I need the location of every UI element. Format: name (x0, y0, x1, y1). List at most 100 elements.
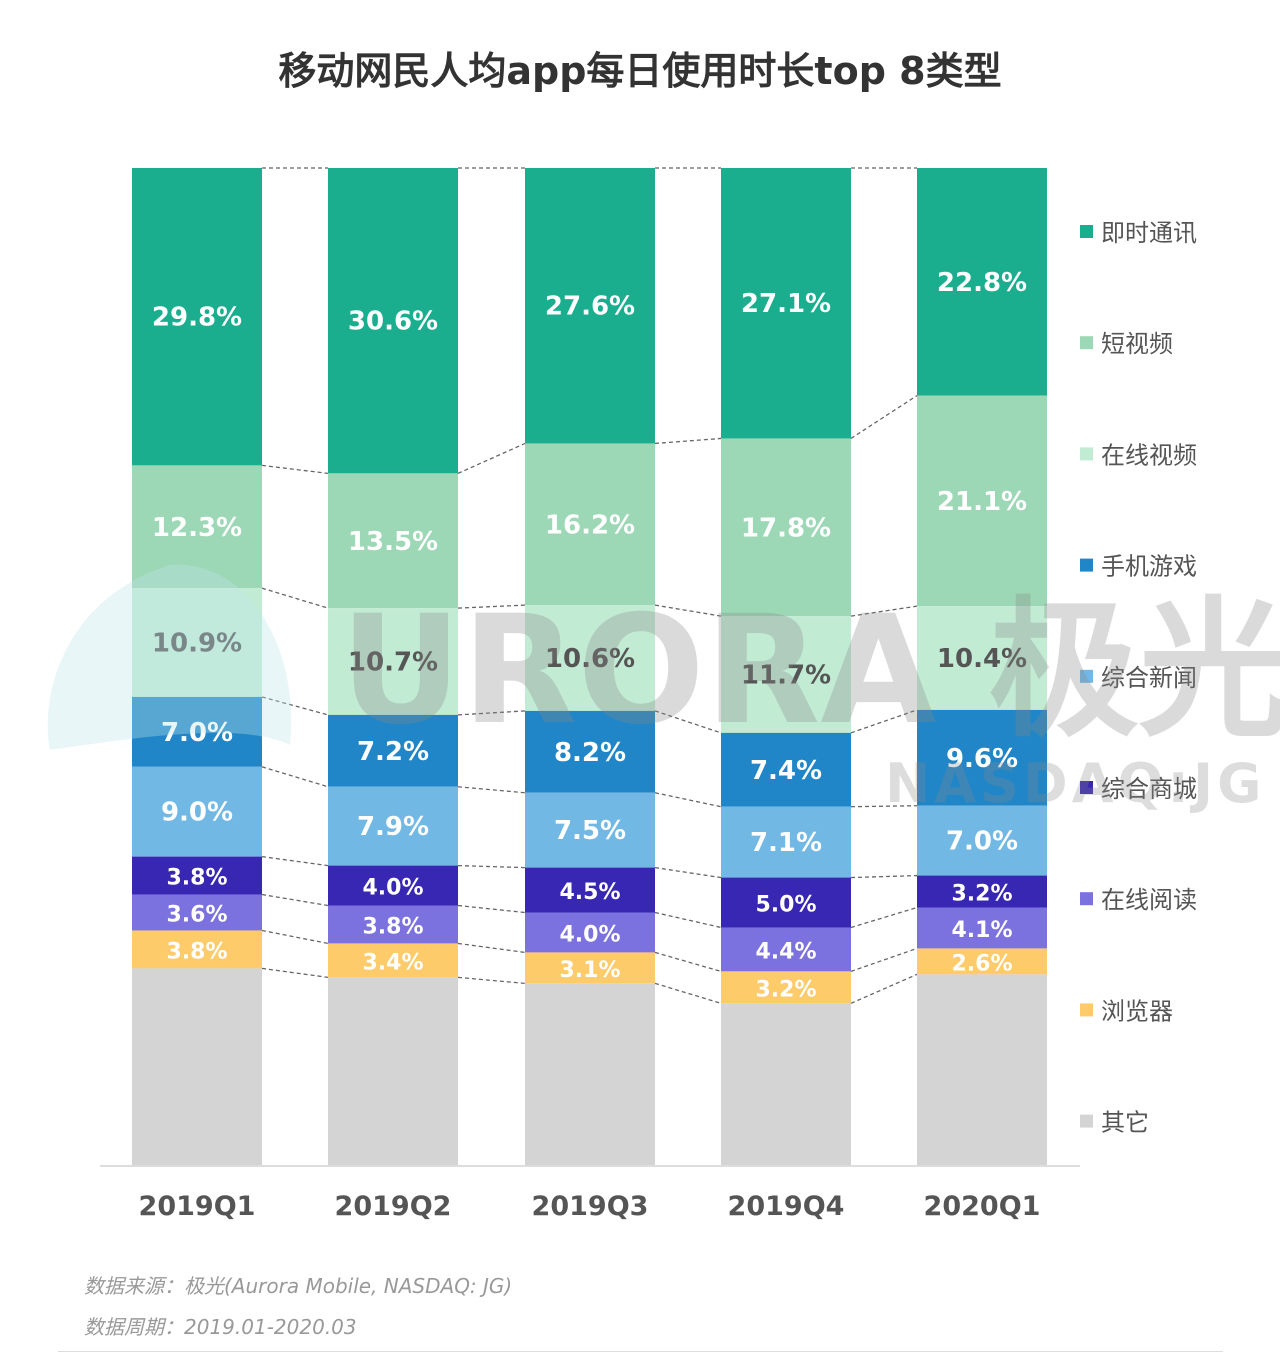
x-tick-label: 2019Q3 (532, 1191, 649, 1222)
bar-segment (132, 766, 262, 857)
data-period: 数据周期：2019.01-2020.03 (84, 1315, 357, 1339)
x-tick-label: 2019Q2 (335, 1191, 452, 1222)
bar-segment (328, 943, 458, 978)
connector-line (654, 951, 722, 973)
footer-divider (58, 1351, 1223, 1352)
data-label: 27.1% (741, 289, 831, 319)
connector-line (654, 437, 722, 445)
connector-line (457, 864, 526, 869)
legend-swatch (1080, 447, 1093, 461)
data-label: 10.9% (152, 629, 242, 659)
data-label: 12.3% (152, 513, 242, 543)
bar-segment (721, 168, 851, 439)
connector-line (654, 710, 722, 734)
connector-line (850, 874, 918, 879)
connector-line (457, 442, 526, 474)
watermark-logo-shape (47, 564, 292, 750)
data-label: 7.4% (750, 756, 822, 786)
legend-label: 短视频 (1101, 330, 1173, 358)
data-label: 3.1% (559, 958, 620, 983)
bar-segment (525, 912, 655, 953)
connector-line (261, 464, 329, 475)
bar-segment (917, 168, 1047, 396)
connector-line (261, 929, 329, 945)
x-tick-label: 2020Q1 (924, 1191, 1041, 1222)
legend-swatch (1080, 669, 1093, 683)
bar-segment (328, 473, 458, 609)
bar-segment (328, 905, 458, 944)
connector-line (850, 947, 918, 973)
bar-segment (721, 438, 851, 617)
legend-swatch (1080, 1003, 1093, 1017)
bar-segment (525, 605, 655, 711)
data-label: 10.4% (937, 644, 1027, 674)
bar-segment (525, 867, 655, 913)
data-label: 8.2% (554, 738, 626, 768)
data-label: 9.0% (161, 798, 233, 828)
connector-line (850, 709, 918, 734)
data-label: 16.2% (545, 510, 635, 540)
bar-segment (132, 696, 262, 767)
bar-segment (328, 714, 458, 787)
data-label: 29.8% (152, 303, 242, 333)
data-label: 4.0% (362, 876, 423, 901)
connector-line (261, 855, 329, 867)
bar-segment (721, 971, 851, 1004)
legend-label: 在线视频 (1101, 441, 1197, 469)
bar-segment (721, 927, 851, 972)
data-label: 7.0% (161, 718, 233, 748)
bar-segment (917, 805, 1047, 876)
bar-segment (917, 606, 1047, 710)
data-label: 7.9% (357, 812, 429, 842)
bar-segment (132, 968, 262, 1166)
data-source: 数据来源：极光(Aurora Mobile, NASDAQ: JG) (84, 1274, 513, 1298)
legend-swatch (1080, 892, 1093, 906)
x-tick-label: 2019Q1 (139, 1191, 256, 1222)
bar-segment (525, 710, 655, 793)
data-label: 9.6% (946, 744, 1018, 774)
x-tick-label: 2019Q4 (728, 1191, 845, 1222)
connector-line (457, 786, 526, 794)
bar-segment (328, 168, 458, 474)
legend-label: 即时通讯 (1101, 219, 1197, 247)
data-label: 2.6% (951, 951, 1012, 976)
data-label: 3.8% (166, 939, 227, 964)
legend-label: 在线阅读 (1101, 886, 1197, 914)
data-label: 3.8% (166, 866, 227, 891)
bar-segment (917, 875, 1047, 908)
data-label: 10.7% (348, 648, 438, 678)
connector-line (261, 587, 329, 609)
bar-segment (721, 616, 851, 733)
data-label: 5.0% (755, 893, 816, 918)
bar-segment (721, 1003, 851, 1166)
watermark-text: URORA 极光 (340, 584, 1280, 758)
bar-segment (917, 974, 1047, 1166)
bar-segment (132, 588, 262, 697)
bar-segment (132, 465, 262, 589)
legend-swatch (1080, 336, 1093, 350)
bar-segment (525, 792, 655, 868)
bar-segment (917, 907, 1047, 949)
data-label: 13.5% (348, 527, 438, 557)
data-label: 3.2% (951, 882, 1012, 907)
data-label: 17.8% (741, 513, 831, 543)
bar-segment (917, 709, 1047, 806)
legend-label: 其它 (1101, 1109, 1149, 1137)
connector-line (457, 904, 526, 914)
connector-line (261, 893, 329, 907)
legend-label: 浏览器 (1101, 997, 1173, 1025)
connector-line (654, 866, 722, 879)
bar-segment (132, 856, 262, 895)
data-label: 4.1% (951, 918, 1012, 943)
connector-line (261, 967, 329, 979)
data-label: 27.6% (545, 292, 635, 322)
bar-segment (525, 983, 655, 1166)
legend-swatch (1080, 558, 1093, 572)
data-label: 4.4% (755, 939, 816, 964)
connector-line (850, 973, 918, 1004)
bar-segment (132, 894, 262, 931)
data-label: 3.6% (166, 903, 227, 928)
bar-segment (328, 977, 458, 1166)
bar-segment (721, 732, 851, 807)
